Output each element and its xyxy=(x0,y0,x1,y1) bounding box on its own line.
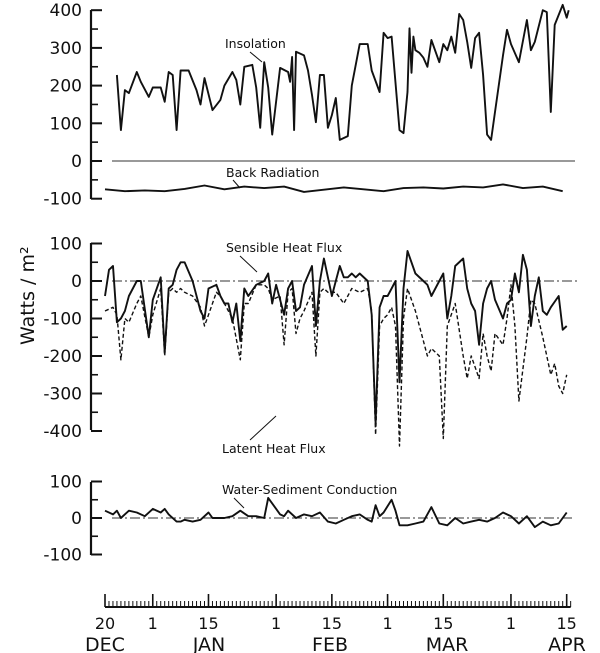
y-tick-label: 100 xyxy=(50,114,82,134)
conduction-leader-line xyxy=(233,497,245,509)
radiation-y-axis: 400 300 200 100 0 -100 xyxy=(43,1,102,210)
sensible-heat-flux-line xyxy=(104,250,568,425)
y-tick-label: -100 xyxy=(43,546,82,566)
heat-flux-y-axis: 100 0 -100 -200 -300 -400 xyxy=(43,235,102,442)
water-sediment-conduction-label: Water-Sediment Conduction xyxy=(222,482,397,497)
y-tick-label: 100 xyxy=(50,235,82,255)
sensible-heat-flux-label: Sensible Heat Flux xyxy=(226,240,342,255)
latent-leader-line xyxy=(249,415,277,441)
x-month-label: FEB xyxy=(312,634,348,653)
y-axis-label: Watts / m² xyxy=(17,246,39,345)
x-month-label: DEC xyxy=(85,634,125,653)
y-tick-label: 100 xyxy=(50,473,82,493)
conduction-panel xyxy=(104,496,572,529)
radiation-panel xyxy=(104,3,575,193)
insolation-leader-line xyxy=(249,51,263,63)
back-radiation-line xyxy=(104,183,563,193)
y-tick-label: -100 xyxy=(43,190,82,210)
insolation-label: Insolation xyxy=(225,36,286,51)
back-radiation-label: Back Radiation xyxy=(226,165,319,180)
y-tick-label: -400 xyxy=(43,422,82,442)
x-day-label: 15 xyxy=(322,614,342,633)
y-tick-label: 300 xyxy=(50,39,82,59)
latent-heat-flux-line xyxy=(104,284,568,447)
x-day-label: 15 xyxy=(198,614,218,633)
insolation-line xyxy=(115,3,570,141)
x-day-label: 1 xyxy=(148,614,158,633)
x-day-label: 15 xyxy=(557,614,577,633)
x-month-label: JAN xyxy=(192,634,225,653)
conduction-y-axis: 100 0 -100 xyxy=(43,473,102,566)
x-day-label: 15 xyxy=(433,614,453,633)
x-day-label: 1 xyxy=(271,614,281,633)
x-day-label: 20 xyxy=(95,614,115,633)
y-tick-label: 200 xyxy=(50,77,82,97)
y-tick-label: -100 xyxy=(43,310,82,330)
y-tick-label: 0 xyxy=(71,509,82,529)
x-month-label: APR xyxy=(548,634,586,653)
back-radiation-leader-line xyxy=(232,179,241,189)
sensible-leader-line xyxy=(239,255,258,273)
x-day-label: 1 xyxy=(382,614,392,633)
heat-flux-panel xyxy=(104,250,580,447)
y-tick-label: 0 xyxy=(71,152,82,172)
y-tick-label: -200 xyxy=(43,347,82,367)
x-month-label: MAR xyxy=(426,634,469,653)
date-axis: 20 1 15 1 15 1 15 1 15 DEC JAN FEB MAR APR xyxy=(85,594,586,653)
y-tick-label: 400 xyxy=(50,1,82,21)
y-tick-label: -300 xyxy=(43,385,82,405)
latent-heat-flux-label: Latent Heat Flux xyxy=(222,441,326,456)
y-tick-label: 0 xyxy=(71,272,82,292)
x-day-label: 1 xyxy=(506,614,516,633)
water-sediment-conduction-line xyxy=(104,496,568,529)
